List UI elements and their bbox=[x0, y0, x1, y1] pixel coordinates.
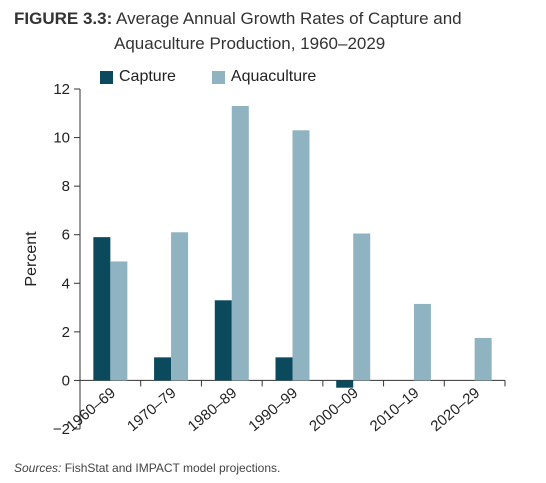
x-tick-label: 2000–09 bbox=[306, 384, 362, 435]
bar-aquaculture-1 bbox=[171, 232, 189, 381]
bar-aquaculture-3 bbox=[292, 130, 310, 381]
x-tick-label: 1970–79 bbox=[124, 384, 180, 435]
bar-aquaculture-6 bbox=[474, 337, 492, 381]
y-tick-label: 2 bbox=[62, 324, 70, 341]
x-tick-label: 1980–89 bbox=[185, 384, 241, 435]
source-text: FishStat and IMPACT model projections. bbox=[61, 461, 281, 475]
y-tick-label: −2 bbox=[53, 421, 70, 438]
x-tick-label: 1960–69 bbox=[63, 384, 119, 435]
bar-aquaculture-4 bbox=[353, 233, 371, 381]
legend-swatch-capture bbox=[100, 70, 113, 84]
legend: Capture Aquaculture bbox=[100, 68, 316, 86]
bar-aquaculture-2 bbox=[231, 106, 249, 381]
legend-label-capture: Capture bbox=[119, 68, 176, 85]
x-tick-label: 2010–19 bbox=[367, 384, 423, 435]
legend-item-capture: Capture bbox=[100, 68, 176, 86]
y-axis-label: Percent bbox=[23, 231, 40, 287]
y-tick-label: 8 bbox=[62, 178, 70, 195]
legend-item-aquaculture: Aquaculture bbox=[211, 68, 317, 86]
y-tick-label: 12 bbox=[53, 81, 70, 98]
y-tick-label: 10 bbox=[53, 130, 70, 147]
y-tick-label: 6 bbox=[62, 227, 70, 244]
bar-capture-3 bbox=[275, 357, 293, 381]
x-tick-label: 1990–99 bbox=[245, 384, 301, 435]
legend-swatch-aquaculture bbox=[211, 70, 225, 84]
source-label: Sources: bbox=[14, 461, 62, 475]
legend-label-aquaculture: Aquaculture bbox=[230, 68, 317, 85]
figure-label: FIGURE 3.3: bbox=[14, 9, 113, 28]
title-line-1: Average Annual Growth Rates of Capture a… bbox=[116, 9, 462, 28]
chart-title: FIGURE 3.3: Average Annual Growth Rates … bbox=[14, 6, 534, 56]
title-line-2: Aquaculture Production, 1960–2029 bbox=[114, 34, 386, 53]
y-tick-label: 0 bbox=[62, 372, 70, 389]
bar-aquaculture-5 bbox=[413, 303, 431, 381]
bar-capture-1 bbox=[154, 357, 172, 381]
bar-capture-0 bbox=[93, 237, 111, 381]
bar-capture-2 bbox=[214, 300, 232, 381]
y-tick-label: 4 bbox=[62, 275, 70, 292]
bar-capture-4 bbox=[336, 380, 354, 388]
bar-aquaculture-0 bbox=[110, 261, 128, 381]
source-note: Sources: FishStat and IMPACT model proje… bbox=[14, 461, 280, 475]
x-tick-label: 2020–29 bbox=[428, 384, 484, 435]
